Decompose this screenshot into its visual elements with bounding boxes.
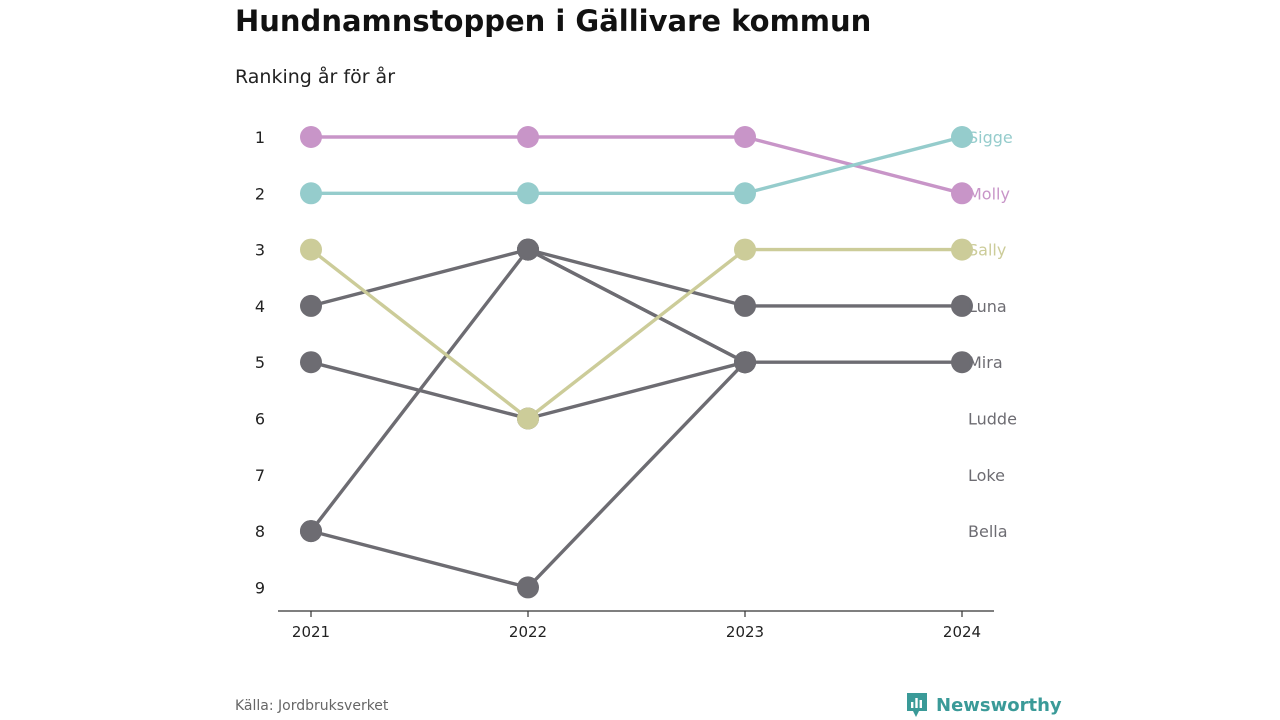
y-tick-label: 2 — [255, 184, 265, 203]
series-line-ludde — [309, 529, 530, 590]
end-label-loke: Loke — [968, 466, 1005, 485]
source-note: Källa: Jordbruksverket — [235, 698, 389, 714]
series-line-sally — [309, 247, 530, 421]
chart-title: Hundnamnstoppen i Gällivare kommun — [235, 4, 872, 38]
y-tick-label: 6 — [255, 410, 265, 429]
y-tick-label: 1 — [255, 128, 265, 147]
data-point-sigge-2022 — [517, 182, 539, 205]
x-tick-label: 2024 — [943, 623, 981, 641]
series-points — [300, 126, 973, 599]
y-tick-label: 5 — [255, 353, 265, 372]
x-axis: 2021 2022 2023 2024 — [278, 610, 994, 641]
y-tick-label: 4 — [255, 297, 265, 316]
end-label-luna: Luna — [968, 297, 1007, 316]
newsworthy-logo-icon — [907, 693, 927, 717]
chart-subtitle: Ranking år för år — [235, 66, 396, 88]
data-point-sigge-2024 — [951, 126, 973, 148]
data-point-luna-2024 — [951, 294, 973, 317]
end-label-ludde: Ludde — [968, 410, 1017, 429]
brand-logo[interactable]: Newsworthy — [905, 691, 1062, 719]
brand-name: Newsworthy — [936, 694, 1062, 716]
series-lines — [309, 135, 964, 590]
data-point-ludde-2022 — [517, 576, 539, 599]
data-point-molly-2022 — [517, 126, 539, 148]
data-point-sigge-2021 — [300, 182, 322, 205]
y-tick-label: 8 — [255, 522, 265, 541]
y-tick-label: 7 — [255, 466, 265, 485]
x-tick-label: 2023 — [726, 623, 764, 641]
data-point-mira-2023 — [734, 351, 756, 374]
y-axis-ticks: 1 2 3 4 5 6 7 8 9 — [255, 128, 265, 597]
end-label-bella: Bella — [968, 522, 1008, 541]
end-label-sigge: Sigge — [968, 128, 1013, 147]
data-point-molly-2023 — [734, 126, 756, 148]
data-point-mira-2024 — [951, 351, 973, 374]
series-line-loke — [526, 360, 747, 421]
series-line-ludde — [526, 360, 747, 590]
data-point-ludde-2021 — [300, 520, 322, 543]
data-point-sally-2022 — [517, 407, 539, 430]
series-line-sally — [526, 247, 747, 421]
end-label-mira: Mira — [968, 353, 1003, 372]
data-point-sally-2021 — [300, 238, 322, 261]
end-label-sally: Sally — [968, 241, 1006, 260]
x-tick-label: 2022 — [509, 623, 547, 641]
y-tick-label: 3 — [255, 241, 265, 260]
data-point-sally-2024 — [951, 238, 973, 261]
bump-chart: 1 2 3 4 5 6 7 8 9 2021 2022 2023 2024 Sigge Molly Sal… — [255, 126, 1017, 641]
data-point-loke-2021 — [300, 351, 322, 374]
data-point-sally-2023 — [734, 238, 756, 261]
data-point-luna-2023 — [734, 294, 756, 317]
series-line-loke — [309, 360, 530, 421]
end-labels: Sigge Molly Sally Luna Mira Ludde Loke Bella — [968, 128, 1017, 541]
series-line-sigge — [743, 135, 964, 196]
data-point-luna-2022 — [517, 238, 539, 261]
y-tick-label: 9 — [255, 578, 265, 597]
x-tick-label: 2021 — [292, 623, 330, 641]
data-point-sigge-2023 — [734, 182, 756, 205]
series-line-luna — [526, 247, 747, 308]
data-point-mira-2021 — [300, 294, 322, 317]
series-line-mira — [526, 247, 747, 364]
data-point-molly-2024 — [951, 182, 973, 205]
series-line-mira — [309, 247, 530, 308]
end-label-molly: Molly — [968, 184, 1010, 203]
data-point-molly-2021 — [300, 126, 322, 148]
